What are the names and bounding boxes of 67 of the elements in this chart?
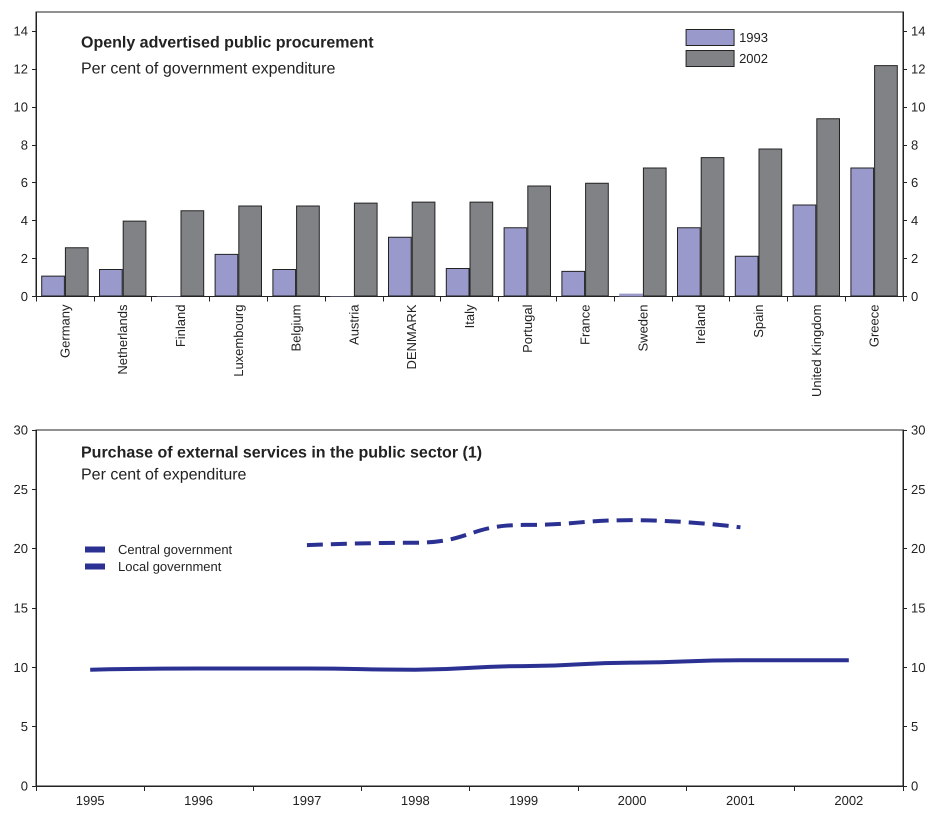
y-tick-label: 14 — [14, 23, 28, 38]
y-tick-label: 10 — [14, 99, 28, 114]
y2-tick-label: 5 — [911, 719, 918, 734]
text: Per cent of government expenditure — [81, 60, 336, 78]
y2-tick-label: 12 — [911, 61, 926, 76]
y2-tick-label: 14 — [911, 23, 926, 38]
y2-tick-label: 6 — [911, 175, 918, 190]
y-tick-label: 8 — [20, 137, 28, 152]
y-tick-label: 25 — [14, 482, 28, 497]
legend-label: Local government — [118, 559, 222, 574]
bar — [180, 210, 204, 296]
x-tick-label: 2000 — [618, 793, 647, 808]
y2-tick-label: 2 — [911, 251, 918, 266]
y2-tick-label: 0 — [911, 778, 918, 794]
x-tick-label: United Kingdom — [808, 304, 824, 397]
x-tick-label: Germany — [57, 304, 72, 358]
legend-label: 2002 — [739, 51, 768, 66]
x-tick-label: Spain — [751, 304, 766, 338]
legend-label: Central government — [118, 542, 233, 557]
text: Per cent of expenditure — [81, 466, 247, 484]
bar — [619, 294, 643, 296]
y-tick-label: 15 — [14, 600, 28, 616]
bar — [354, 202, 378, 296]
x-tick-label: Belgium — [288, 304, 304, 352]
x-tick-label: Sweden — [635, 304, 650, 352]
y-tick-label: 30 — [14, 422, 28, 438]
legend-label: 1993 — [739, 30, 768, 45]
x-tick-label: 1997 — [292, 793, 322, 808]
y2-tick-label: 10 — [911, 660, 926, 675]
y2-tick-label: 0 — [911, 289, 918, 304]
x-tick-label: 1995 — [76, 793, 105, 808]
x-tick-label: 1996 — [184, 793, 214, 808]
x-tick-label: Italy — [462, 304, 477, 328]
x-tick-label: Finland — [173, 304, 188, 348]
y-tick-label: 12 — [14, 61, 28, 76]
x-tick-label: Netherlands — [115, 304, 130, 375]
y-tick-label: 6 — [20, 175, 28, 190]
y2-tick-label: 8 — [911, 137, 918, 152]
x-tick-label: 1998 — [400, 793, 430, 808]
x-tick-label: 2002 — [834, 793, 864, 808]
y-tick-label: 4 — [20, 213, 28, 228]
line-series — [88, 658, 851, 672]
y2-tick-label: 20 — [911, 541, 926, 556]
y2-tick-label: 10 — [911, 99, 926, 114]
y2-tick-label: 4 — [911, 213, 918, 228]
y2-tick-label: 30 — [911, 422, 926, 438]
y-tick-label: 20 — [14, 541, 28, 556]
x-tick-label: 1999 — [509, 793, 538, 808]
x-tick-label: DENMARK — [404, 304, 420, 370]
x-tick-label: Ireland — [693, 304, 708, 344]
x-tick-label: Luxembourg — [230, 304, 246, 377]
y2-tick-label: 25 — [911, 482, 926, 497]
x-tick-label: 2001 — [726, 793, 755, 808]
x-tick-label: France — [578, 304, 593, 345]
line-series — [304, 518, 742, 548]
y-tick-label: 0 — [20, 289, 28, 304]
y-tick-label: 10 — [14, 660, 28, 675]
x-tick-label: Austria — [346, 304, 362, 345]
y-tick-label: 2 — [20, 251, 28, 266]
y-tick-label: 5 — [20, 719, 28, 734]
x-tick-label: Portugal — [520, 304, 535, 353]
y2-tick-label: 15 — [911, 600, 926, 616]
y-tick-label: 0 — [20, 778, 28, 794]
text: Purchase of external services in the public sector (1) — [81, 444, 482, 462]
x-tick-label: Greece — [866, 304, 882, 348]
bar — [642, 168, 667, 296]
text: Openly advertised public procurement — [81, 34, 374, 52]
